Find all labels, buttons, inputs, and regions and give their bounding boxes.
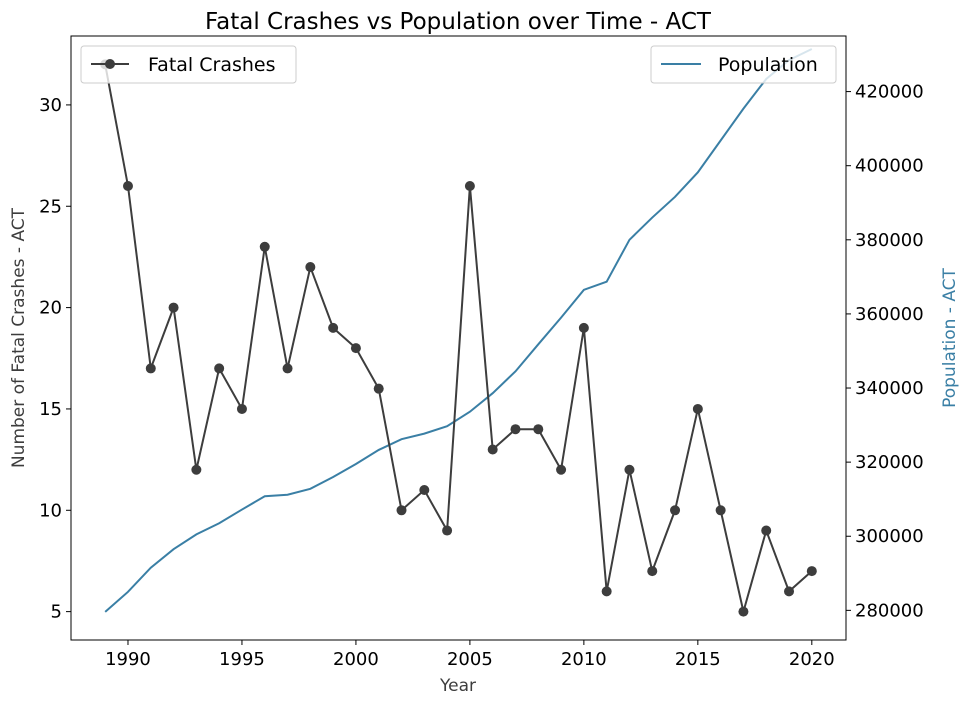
- fatal-crashes-point: [122, 180, 133, 191]
- fatal-crashes-point: [236, 403, 247, 414]
- legend-fatal-crashes: Fatal Crashes: [80, 45, 297, 84]
- fatal-crashes-point: [282, 363, 293, 374]
- fatal-crashes-point: [373, 383, 384, 394]
- legend-population-box: [650, 45, 837, 84]
- y-left-tick-label: 25: [39, 196, 62, 217]
- fatal-crashes-point: [601, 586, 612, 597]
- fatal-crashes-point: [761, 525, 772, 536]
- plot-frame: [70, 35, 847, 641]
- y-left-axis-title: Number of Fatal Crashes - ACT: [9, 207, 29, 468]
- fatal-crashes-point: [442, 525, 453, 536]
- fatal-crashes-point: [510, 424, 521, 435]
- y-right-tick-label: 400000: [855, 156, 924, 177]
- fatal-crashes-point: [578, 322, 589, 333]
- y-right-tick-label: 280000: [855, 600, 924, 621]
- y-left-tick-label: 15: [39, 399, 62, 420]
- y-right-axis-ticks: 280000 300000 320000 340000 360000 380000 4000…: [846, 82, 924, 621]
- y-right-tick-label: 420000: [855, 82, 924, 103]
- fatal-crashes-point: [715, 505, 726, 516]
- fatal-crashes-point: [419, 485, 430, 496]
- chart-title: Fatal Crashes vs Population over Time - …: [205, 9, 712, 35]
- fatal-crashes-point: [806, 566, 817, 577]
- fatal-crashes-point: [647, 566, 658, 577]
- y-left-tick-label: 5: [51, 602, 62, 623]
- x-tick-label: 1990: [105, 649, 151, 670]
- legend-fatal-crashes-marker: [105, 59, 115, 69]
- fatal-crashes-point: [168, 302, 179, 313]
- y-right-tick-label: 340000: [855, 378, 924, 399]
- x-tick-label: 2000: [333, 649, 379, 670]
- x-tick-label: 1995: [219, 649, 265, 670]
- x-axis-title: Year: [439, 676, 476, 696]
- x-axis-ticks: 1990 1995 2000 2005 2010 2015 2020: [105, 640, 835, 670]
- plot-area: [100, 48, 817, 617]
- fatal-crashes-point: [305, 262, 316, 273]
- fatal-crashes-point: [259, 241, 270, 252]
- fatal-crashes-point: [533, 424, 544, 435]
- fatal-crashes-point: [350, 343, 361, 354]
- fatal-crashes-point: [556, 464, 567, 475]
- fatal-crashes-point: [670, 505, 681, 516]
- y-right-axis-title: Population - ACT: [940, 267, 960, 407]
- y-right-tick-label: 300000: [855, 526, 924, 547]
- y-left-tick-label: 30: [39, 95, 62, 116]
- population-series-line: [104, 48, 813, 613]
- fatal-crashes-point: [396, 505, 407, 516]
- x-tick-label: 2005: [447, 649, 493, 670]
- y-left-tick-label: 10: [39, 500, 62, 521]
- y-right-tick-label: 380000: [855, 230, 924, 251]
- x-tick-label: 2015: [675, 649, 721, 670]
- fatal-crashes-point: [624, 464, 635, 475]
- fatal-crashes-point: [464, 180, 475, 191]
- fatal-crashes-point: [692, 403, 703, 414]
- fatal-crashes-point: [191, 464, 202, 475]
- y-right-tick-label: 360000: [855, 304, 924, 325]
- fatal-crashes-series-line: [104, 64, 813, 612]
- y-right-tick-label: 320000: [855, 452, 924, 473]
- fatal-crashes-point: [738, 606, 749, 617]
- legend-fatal-crashes-label: Fatal Crashes: [148, 54, 276, 76]
- fatal-crashes-point: [328, 322, 339, 333]
- legend-fatal-crashes-box: [80, 45, 297, 84]
- y-left-axis-ticks: 5 10 15 20 25 30: [39, 95, 71, 623]
- fatal-crashes-point: [784, 586, 795, 597]
- fatal-crashes-point: [145, 363, 156, 374]
- fatal-crashes-point: [214, 363, 225, 374]
- x-tick-label: 2020: [789, 649, 835, 670]
- x-tick-label: 2010: [561, 649, 607, 670]
- legend-population-label: Population: [718, 54, 818, 76]
- fatal-crashes-point: [487, 444, 498, 455]
- legend-population: Population: [650, 45, 837, 84]
- y-left-tick-label: 20: [39, 298, 62, 319]
